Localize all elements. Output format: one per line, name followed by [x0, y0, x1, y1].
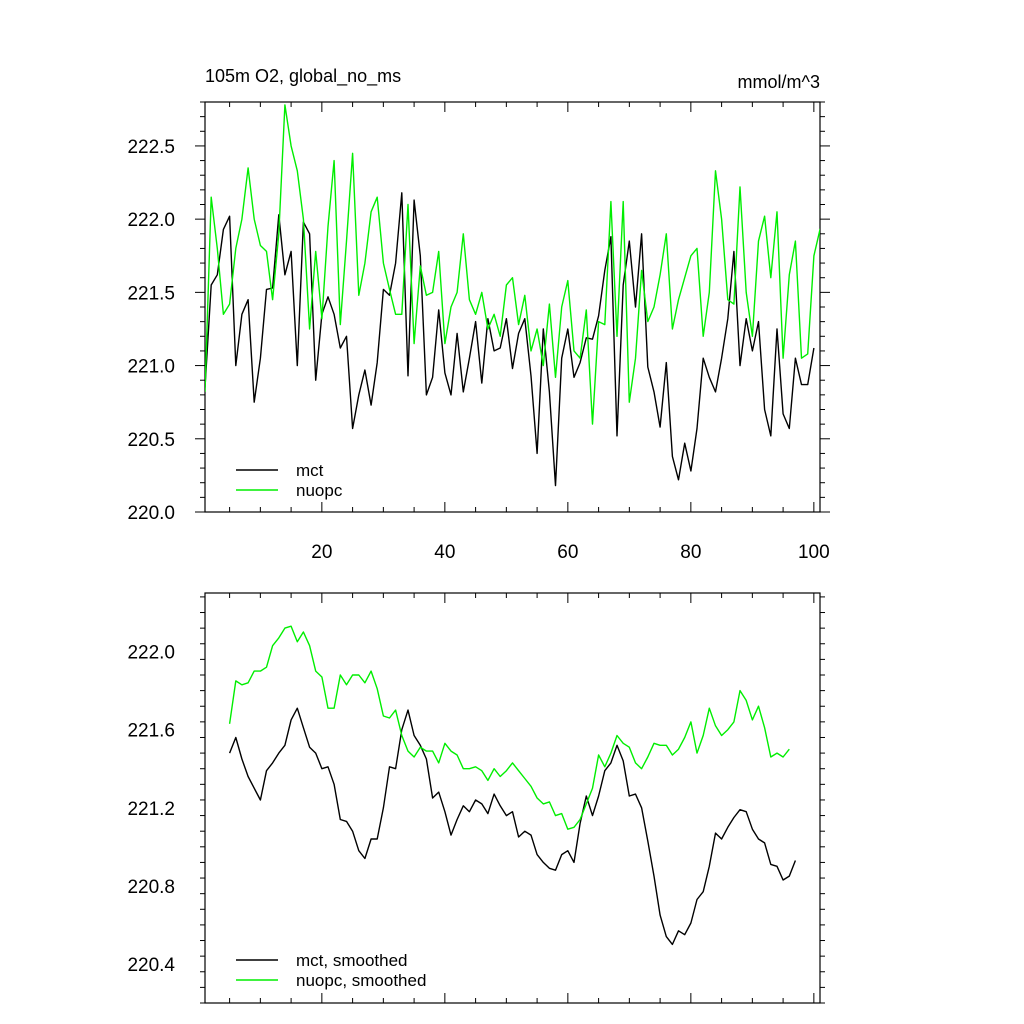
y-tick-label: 221.6	[127, 721, 175, 742]
y-tick-label: 220.0	[127, 503, 175, 524]
series-line-nuopc-smoothed	[228, 625, 790, 830]
y-tick-label: 222.5	[127, 137, 175, 158]
chart-title: 105m O2, global_no_ms	[205, 66, 401, 87]
legend-label: nuopc, smoothed	[296, 971, 426, 990]
bottom-panel: 220.4 220.8 221.2 221.6 222.0 mct, smoothednu…	[127, 592, 825, 1004]
units-label: mmol/m^3	[738, 72, 820, 92]
legend-label: mct, smoothed	[296, 951, 408, 970]
y-tick-label: 221.5	[127, 283, 175, 304]
y-tick-label: 221.0	[127, 357, 175, 378]
y-tick-label: 222.0	[127, 210, 175, 231]
series-line-mct	[205, 192, 815, 487]
x-tick-label: 80	[680, 542, 701, 563]
y-tick-label: 220.4	[127, 955, 175, 976]
x-tick-label: 20	[311, 542, 332, 563]
y-tick-label: 220.8	[127, 877, 175, 898]
x-tick-label: 60	[557, 542, 578, 563]
x-tick-label: 100	[798, 542, 830, 563]
y-tick-label: 221.2	[127, 799, 175, 820]
x-tick-label: 40	[434, 542, 455, 563]
legend-label: nuopc	[296, 481, 343, 500]
plot-frame	[204, 592, 821, 1004]
legend-label: mct	[296, 461, 324, 480]
series-line-mct-smoothed	[228, 707, 797, 946]
y-tick-label: 220.5	[127, 430, 175, 451]
series-line-nuopc	[205, 104, 820, 425]
y-tick-label: 222.0	[127, 643, 175, 664]
top-panel: 20 40 60 80 100 220.0 220.5 221.0 221.5 222.0 222.…	[127, 66, 830, 563]
